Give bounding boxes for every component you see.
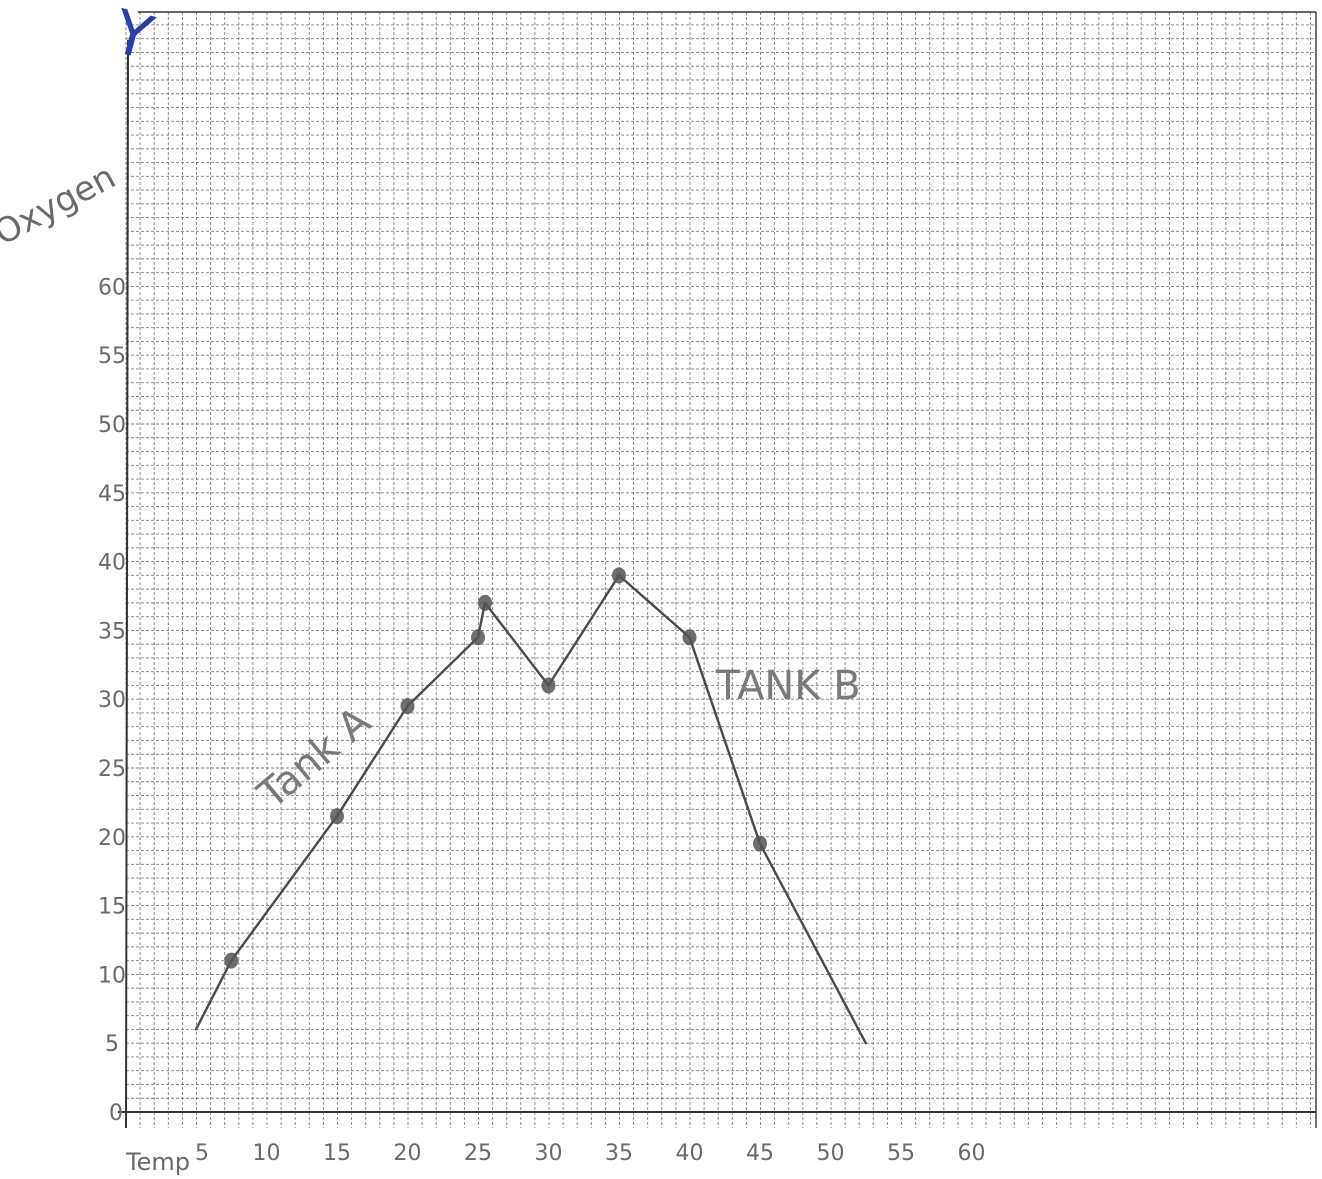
x-tick-label: 60 — [958, 1141, 986, 1166]
data-point — [400, 698, 415, 715]
y-tick-label: 25 — [98, 757, 126, 782]
x-tick-label: 40 — [676, 1141, 704, 1166]
x-tick-label: 20 — [394, 1141, 422, 1166]
data-point — [612, 567, 626, 584]
y-axis-label: Oxygen — [0, 157, 122, 254]
series-group — [194, 567, 867, 1045]
series-annotation: TANK B — [715, 663, 861, 709]
y-tick-label: 50 — [98, 413, 126, 438]
axes — [118, 39, 1316, 1129]
x-tick-label: 10 — [253, 1141, 281, 1166]
data-point — [224, 952, 239, 969]
data-point — [478, 594, 493, 611]
x-axis-label: Temp — [125, 1148, 190, 1176]
y-tick-label: 10 — [98, 963, 126, 988]
data-point — [471, 629, 485, 646]
y-axis-marker: Y — [105, 0, 160, 74]
x-tick-label: 55 — [887, 1141, 915, 1166]
data-point — [541, 677, 556, 694]
y-tick-label: 15 — [98, 895, 126, 920]
y-tick-labels: 0 5 10 15 20 25 30 35 40 45 50 55 60 — [98, 275, 126, 1126]
y-tick-label: 5 — [105, 1032, 119, 1057]
y-tick-label: 40 — [98, 551, 126, 576]
y-axis-line — [125, 39, 129, 1129]
x-tick-labels: 5 10 15 20 25 30 35 40 45 50 55 60 — [195, 1141, 986, 1166]
x-tick-label: 50 — [817, 1141, 845, 1166]
x-tick-label: 35 — [605, 1141, 633, 1166]
x-tick-label: 25 — [464, 1141, 492, 1166]
y-tick-label: 20 — [98, 826, 126, 851]
data-point — [682, 629, 697, 646]
data-point — [753, 835, 767, 852]
x-tick-label: 5 — [195, 1141, 209, 1166]
y-tick-label: 60 — [98, 275, 126, 300]
y-tick-label: 30 — [98, 688, 126, 713]
graph-paper-grid — [125, 11, 1317, 1128]
y-tick-label: 35 — [98, 619, 126, 644]
x-tick-label: 15 — [323, 1141, 351, 1166]
data-point — [330, 808, 344, 825]
x-tick-label: 30 — [535, 1141, 563, 1166]
y-tick-label: 0 — [109, 1101, 123, 1126]
series-annotation: Tank A — [249, 698, 380, 818]
y-tick-label: 55 — [98, 344, 126, 369]
y-tick-label: 45 — [98, 482, 126, 507]
x-tick-label: 45 — [746, 1141, 774, 1166]
